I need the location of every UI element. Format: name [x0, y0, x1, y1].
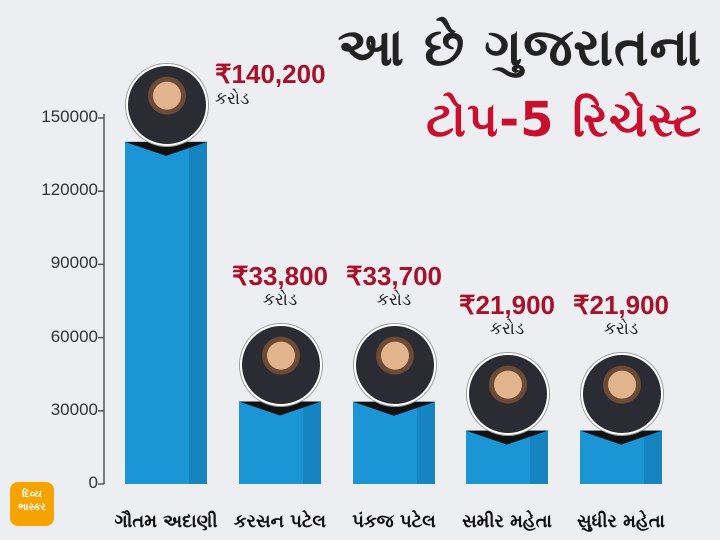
- bar-cap-3: [466, 430, 548, 445]
- bar-shade-3: [530, 430, 548, 484]
- bar-cap-2: [353, 401, 435, 416]
- value-unit: કરોડ: [262, 290, 298, 310]
- bar-0: [125, 141, 207, 485]
- value-unit: કરોડ: [603, 319, 639, 339]
- x-category-label-0: ગૌતમ અદાણી: [114, 511, 218, 532]
- person-portrait-4: [581, 352, 663, 435]
- value-label-2: ₹33,700 કરોડ: [339, 262, 449, 311]
- person-portrait-3: [467, 352, 549, 435]
- bar-cap-1: [239, 401, 321, 416]
- y-tick-label: 0: [88, 473, 98, 492]
- y-tick-label: 90000: [50, 253, 98, 273]
- bar-shade-2: [417, 401, 435, 484]
- y-tick-label: 30000: [50, 399, 98, 419]
- x-category-label-3: સમીર મહેતા: [462, 511, 552, 532]
- value-amount: ₹33,700: [345, 260, 443, 291]
- brand-logo: દિવ્ય ભાસ્કર: [10, 482, 54, 526]
- title-line-1: આ છે ગુજરાતના: [337, 18, 702, 78]
- y-tick-label: 150000: [41, 107, 98, 126]
- x-category-label-1: કરસન પટેલ: [233, 511, 327, 532]
- bar-shade-1: [303, 401, 321, 484]
- person-portrait-1: [240, 323, 322, 406]
- bar-cap-4: [580, 430, 662, 445]
- value-label-1: ₹33,800 કરોડ: [225, 260, 335, 311]
- title-line-2: ટોપ-5 રિચેસ્ટ: [426, 92, 702, 148]
- value-label-4: ₹21,900 કરોડ: [566, 289, 676, 340]
- value-unit: કરોડ: [376, 290, 412, 310]
- person-portrait-0: [126, 63, 208, 146]
- value-label-0: ₹140,200 કરોડ: [215, 59, 326, 109]
- value-amount: ₹21,900: [572, 289, 670, 320]
- value-label-3: ₹21,900 કરોડ: [452, 289, 562, 340]
- value-amount: ₹140,200: [215, 59, 326, 89]
- x-category-label-4: સુધીર મહેતા: [577, 511, 665, 532]
- y-tick-label: 120000: [41, 180, 98, 200]
- value-amount: ₹33,800: [231, 260, 329, 291]
- bar-shade-0: [189, 141, 207, 485]
- value-unit: કરોડ: [489, 319, 525, 339]
- value-unit: કરોડ: [215, 88, 250, 108]
- bar-cap-0: [125, 141, 207, 156]
- y-tick-label: 60000: [50, 326, 98, 346]
- bar-shade-4: [644, 430, 662, 484]
- value-amount: ₹21,900: [458, 289, 556, 320]
- x-category-label-2: પંકજ પટેલ: [352, 511, 436, 532]
- person-portrait-2: [354, 323, 436, 406]
